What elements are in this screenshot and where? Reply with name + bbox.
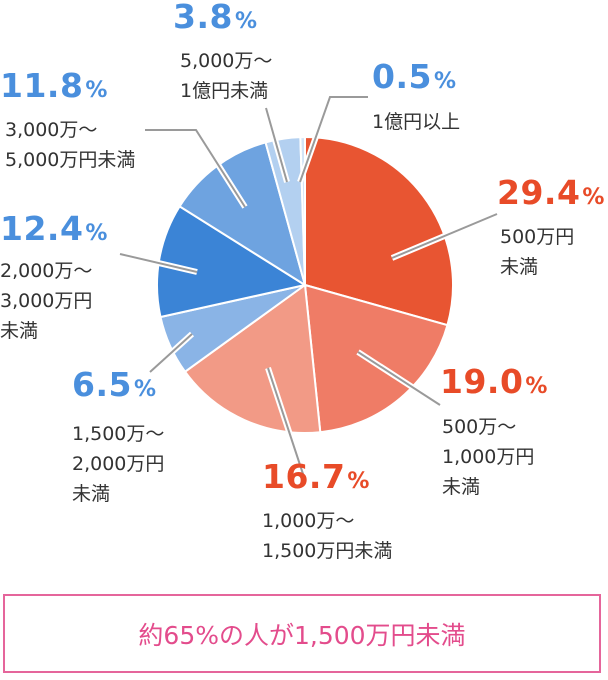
pie-chart: 29.4%500万円未満19.0%500万〜1,000万円未満16.7%1,00…: [0, 0, 605, 562]
slice-category-label: 3,000万円: [0, 290, 92, 312]
slice-category-label: 500万〜: [442, 416, 516, 438]
slice-category-label: 未満: [0, 320, 38, 342]
slice-value-label: 12.4%: [0, 209, 108, 248]
slice-category-label: 未満: [72, 483, 110, 505]
slice-value-label: 29.4%: [497, 173, 605, 212]
slice-category-label: 1億円以上: [372, 111, 460, 133]
leader-line: [391, 213, 498, 259]
leader-lines: [119, 94, 499, 481]
slice-value-number: 6.5: [72, 365, 132, 404]
slice-value-label: 19.0%: [440, 362, 548, 401]
slice-category-label: 1,500万円未満: [262, 540, 392, 562]
slice-category-label: 500万円: [500, 226, 574, 248]
leader-line: [149, 333, 193, 373]
slice-category-label: 1,000万円: [442, 446, 534, 468]
slice-category-label: 未満: [442, 476, 480, 498]
slice-value-number: 16.7: [262, 457, 345, 496]
slice-value-percent: %: [582, 185, 605, 210]
slice-value-number: 0.5: [372, 57, 432, 96]
slice-value-number: 3.8: [173, 0, 233, 36]
slice-value-number: 11.8: [0, 66, 83, 105]
slice-value-label: 6.5%: [72, 365, 157, 404]
slice-value-percent: %: [85, 221, 108, 246]
slice-value-label: 3.8%: [173, 0, 258, 36]
slice-value-percent: %: [434, 69, 457, 94]
pie-slice: [183, 283, 322, 434]
pie-slice: [156, 204, 308, 319]
slice-category-label: 3,000万〜: [5, 119, 97, 141]
slice-value-label: 0.5%: [372, 57, 457, 96]
slice-category-label: 1億円未満: [180, 80, 268, 102]
slice-value-percent: %: [85, 78, 108, 103]
slice-value-percent: %: [134, 377, 157, 402]
slice-category-label: 5,000万円未満: [5, 149, 135, 171]
summary-text: 約65%の人が1,500万円未満: [138, 620, 466, 650]
slice-category-label: 5,000万〜: [180, 50, 272, 72]
pie-slices: [156, 135, 454, 434]
slice-category-label: 2,000万円: [72, 453, 164, 475]
slice-category-label: 1,500万〜: [72, 423, 164, 445]
slice-value-percent: %: [525, 374, 548, 399]
slice-labels: 29.4%500万円未満19.0%500万〜1,000万円未満16.7%1,00…: [0, 0, 605, 562]
leader-line: [357, 351, 441, 406]
leader-line: [299, 96, 368, 183]
leader-line: [265, 107, 288, 183]
slice-category-label: 2,000万〜: [0, 260, 92, 282]
leader-line: [145, 129, 246, 208]
leader-line: [267, 367, 306, 481]
pie-slice: [303, 283, 449, 434]
slice-category-label: 1,000万〜: [262, 510, 354, 532]
slice-value-label: 11.8%: [0, 66, 108, 105]
slice-value-number: 29.4: [497, 173, 580, 212]
slice-value-number: 19.0: [440, 362, 523, 401]
summary-box: 約65%の人が1,500万円未満: [3, 594, 601, 673]
leader-line: [119, 253, 198, 273]
slice-value-percent: %: [235, 9, 258, 34]
slice-value-label: 16.7%: [262, 457, 370, 496]
slice-value-number: 12.4: [0, 209, 83, 248]
slice-category-label: 未満: [500, 256, 538, 278]
slice-value-percent: %: [347, 469, 370, 494]
pie-slice: [304, 135, 454, 327]
